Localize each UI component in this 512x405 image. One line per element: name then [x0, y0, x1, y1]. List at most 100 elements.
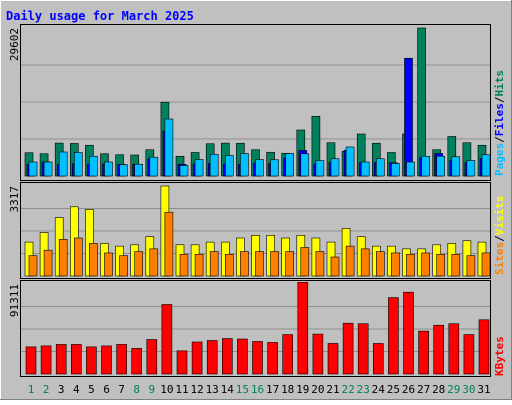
pages-bar — [255, 159, 264, 177]
pages-bar — [421, 155, 430, 177]
pages-bar — [74, 152, 83, 177]
day-label: 11 — [175, 383, 188, 396]
visits-bar — [134, 251, 143, 277]
kbytes-bar — [463, 334, 475, 375]
visits-bar — [270, 251, 279, 277]
kbytes-bar — [40, 345, 52, 375]
legend-sites: Sites — [493, 242, 506, 275]
visits-bar — [119, 255, 128, 277]
middle-panel-max-label: 3317 — [8, 186, 21, 213]
pages-bar — [43, 161, 53, 177]
pages-bar — [179, 165, 189, 177]
day-label: 8 — [133, 383, 140, 396]
legend-files: Files — [493, 103, 506, 136]
pages-bar — [149, 156, 159, 177]
visits-bar — [58, 239, 68, 277]
files-bar — [404, 57, 413, 177]
kbytes-bar — [131, 348, 142, 375]
pages-bar — [406, 161, 415, 177]
pages-bar — [360, 161, 370, 177]
day-label: 13 — [206, 383, 219, 396]
pages-bar — [225, 155, 234, 177]
day-label: 2 — [43, 383, 50, 396]
day-label: 20 — [311, 383, 324, 396]
day-label: 6 — [103, 383, 110, 396]
kbytes-bar — [116, 344, 127, 375]
pages-bar — [89, 155, 98, 177]
pages-bar — [104, 161, 113, 177]
kbytes-bar — [448, 323, 460, 375]
visits-bar — [481, 252, 491, 277]
visits-bar — [194, 253, 204, 277]
day-label: 31 — [477, 383, 490, 396]
hits-bar — [417, 27, 426, 177]
visits-bar — [43, 249, 53, 277]
pages-bar — [240, 153, 249, 177]
visits-bar — [164, 211, 174, 277]
pages-bar — [270, 159, 279, 177]
kbytes-bar — [161, 304, 173, 375]
visits-bar — [74, 237, 83, 277]
pages-bar — [330, 158, 340, 177]
kbytes-bar — [342, 322, 354, 375]
day-label: 1 — [28, 383, 35, 396]
visits-bar — [104, 252, 113, 277]
day-label: 12 — [190, 383, 203, 396]
day-label: 15 — [236, 383, 249, 396]
day-label: 26 — [402, 383, 415, 396]
pages-bar — [300, 153, 310, 177]
day-label: 14 — [221, 383, 235, 396]
pages-bar — [451, 156, 461, 177]
kbytes-bar — [86, 346, 97, 375]
visits-bar — [345, 245, 355, 277]
visits-bar — [360, 248, 370, 277]
pages-bar — [345, 146, 355, 177]
visits-bar — [406, 253, 415, 277]
day-label: 17 — [266, 383, 279, 396]
day-label: 23 — [357, 383, 370, 396]
pages-bar — [194, 159, 204, 177]
kbytes-bar — [176, 350, 188, 375]
day-label: 5 — [88, 383, 95, 396]
day-label: 9 — [148, 383, 155, 396]
pages-bar — [436, 155, 446, 177]
kbytes-bar — [206, 340, 218, 375]
pages-bar — [315, 160, 325, 177]
kbytes-bar — [372, 343, 384, 375]
visits-bar — [225, 253, 234, 277]
day-label: 16 — [251, 383, 264, 396]
legend-separator: / — [493, 136, 506, 143]
kbytes-bar — [357, 323, 369, 375]
legend-hits: Hits — [493, 70, 506, 97]
day-label: 27 — [417, 383, 430, 396]
visits-bar — [89, 243, 98, 277]
kbytes-bar — [222, 338, 233, 375]
top-panel-max-label: 29602 — [8, 28, 21, 61]
legend-sites-visits: Sites/Visits — [493, 196, 506, 276]
kbytes-bar — [191, 341, 203, 375]
visits-bar — [240, 251, 249, 277]
day-label: 4 — [73, 383, 80, 396]
kbytes-bar — [101, 345, 112, 375]
pages-bar — [285, 153, 295, 177]
visits-bar — [179, 253, 189, 277]
pages-bar — [209, 153, 219, 177]
kbytes-bar — [388, 297, 399, 375]
day-label: 3 — [58, 383, 65, 396]
bars — [24, 27, 491, 375]
kbytes-bar — [327, 343, 339, 375]
pages-bar — [119, 164, 128, 177]
day-label: 18 — [281, 383, 294, 396]
day-label: 22 — [341, 383, 354, 396]
pages-bar — [58, 151, 68, 177]
visits-bar — [330, 256, 340, 277]
visits-bar — [375, 251, 385, 277]
pages-bar — [375, 158, 385, 177]
visits-bar — [285, 251, 295, 277]
legend-pages: Pages — [493, 143, 506, 176]
day-label: 30 — [462, 383, 475, 396]
legend-hits-files-pages: Pages/Files/Hits — [493, 70, 506, 176]
visits-bar — [255, 251, 264, 277]
